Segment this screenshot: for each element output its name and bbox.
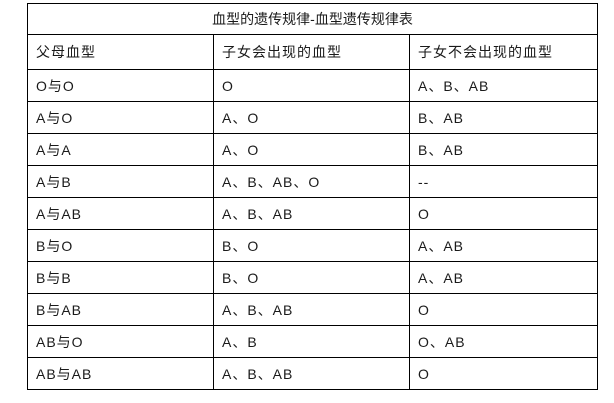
cell-parents: B与O (27, 229, 214, 262)
cell-possible: A、O (213, 133, 410, 166)
cell-possible: A、B、AB (213, 293, 410, 326)
cell-parents: AB与O (27, 325, 214, 358)
table-title-row: 血型的遗传规律-血型遗传规律表 (26, 3, 599, 35)
cell-impossible: O (408, 293, 599, 326)
cell-parents: A与AB (27, 197, 214, 230)
table-title: 血型的遗传规律-血型遗传规律表 (26, 3, 599, 35)
column-header-impossible-child-blood-type: 子女不会出现的血型 (408, 34, 599, 70)
cell-impossible: A、AB (408, 229, 599, 262)
table-row: B与B B、O A、AB (27, 261, 599, 294)
cell-parents: A与B (27, 165, 214, 198)
table-row: B与AB A、B、AB O (27, 293, 599, 326)
column-header-possible-child-blood-type: 子女会出现的血型 (213, 34, 410, 70)
table-row: B与O B、O A、AB (27, 229, 599, 262)
cell-parents: B与B (27, 261, 214, 294)
cell-parents: O与O (27, 69, 214, 102)
cell-impossible: B、AB (408, 133, 599, 166)
blood-type-inheritance-table: 血型的遗传规律-血型遗传规律表 父母血型 子女会出现的血型 子女不会出现的血型 … (26, 3, 599, 390)
cell-possible: A、B、AB (213, 197, 410, 230)
table-header-row: 父母血型 子女会出现的血型 子女不会出现的血型 (27, 34, 599, 70)
table-row: A与AB A、B、AB O (27, 197, 599, 230)
cell-impossible: O (408, 197, 599, 230)
cell-possible: A、O (213, 101, 410, 134)
column-header-parents-blood-type: 父母血型 (27, 34, 214, 70)
cell-parents: A与O (27, 101, 214, 134)
cell-possible: B、O (213, 261, 410, 294)
table-row: O与O O A、B、AB (27, 69, 599, 102)
cell-possible: B、O (213, 229, 410, 262)
cell-possible: A、B、AB (213, 357, 410, 390)
cell-possible: A、B、AB、O (213, 165, 410, 198)
cell-impossible: O、AB (408, 325, 599, 358)
cell-impossible: -- (408, 165, 599, 198)
table-row: AB与AB A、B、AB O (27, 357, 599, 390)
cell-parents: AB与AB (27, 357, 214, 390)
cell-impossible: O (408, 357, 599, 390)
cell-possible: A、B (213, 325, 410, 358)
cell-impossible: A、AB (408, 261, 599, 294)
table-row: AB与O A、B O、AB (27, 325, 599, 358)
cell-possible: O (213, 69, 410, 102)
table-row: A与B A、B、AB、O -- (27, 165, 599, 198)
cell-impossible: B、AB (408, 101, 599, 134)
table-row: A与A A、O B、AB (27, 133, 599, 166)
cell-impossible: A、B、AB (408, 69, 599, 102)
cell-parents: B与AB (27, 293, 214, 326)
cell-parents: A与A (27, 133, 214, 166)
table-row: A与O A、O B、AB (27, 101, 599, 134)
